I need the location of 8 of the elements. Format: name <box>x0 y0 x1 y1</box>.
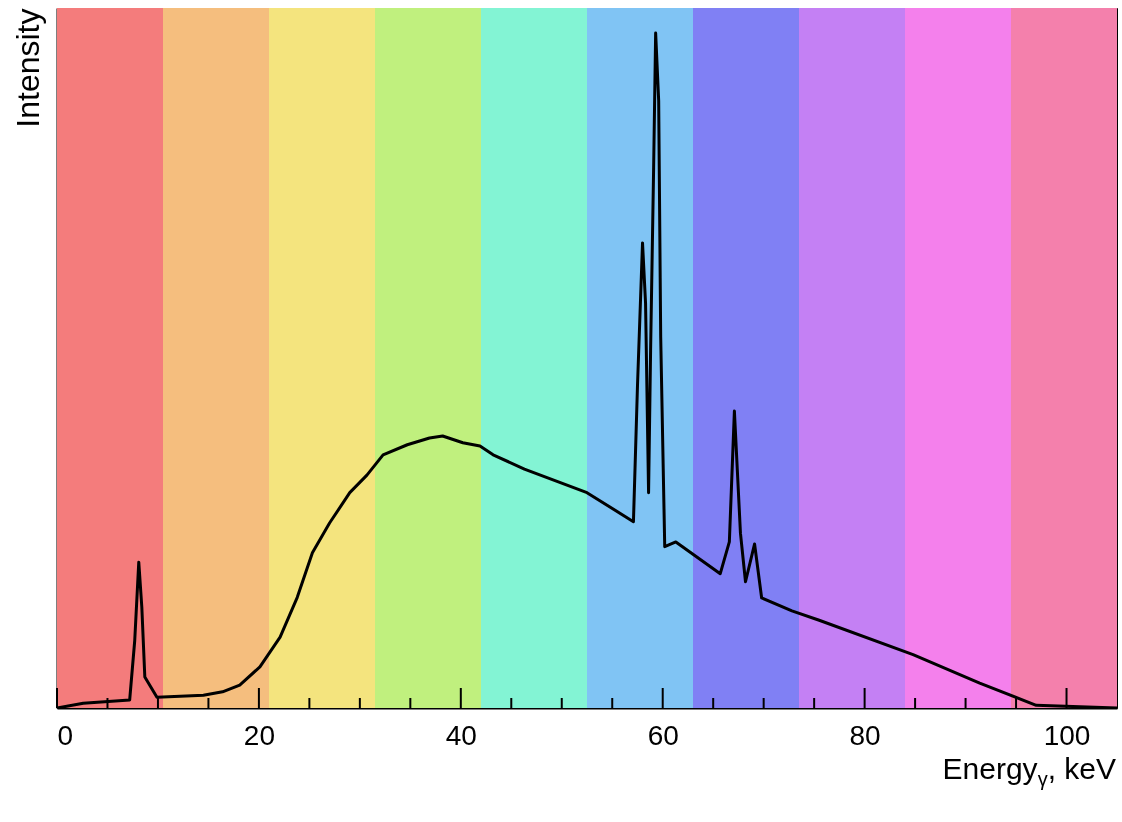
x-tick-label: 80 <box>849 719 881 751</box>
x-tick-label: 100 <box>1043 719 1091 751</box>
y-axis-title: Intensity <box>9 8 46 128</box>
x-axis-title: Energy$_{γ}$, keV <box>942 752 1116 791</box>
x-tick-label: 20 <box>243 719 275 751</box>
x-tick-label: 40 <box>445 719 477 751</box>
x-tick-label: 0 <box>57 719 74 751</box>
x-tick-label: 60 <box>647 719 679 751</box>
